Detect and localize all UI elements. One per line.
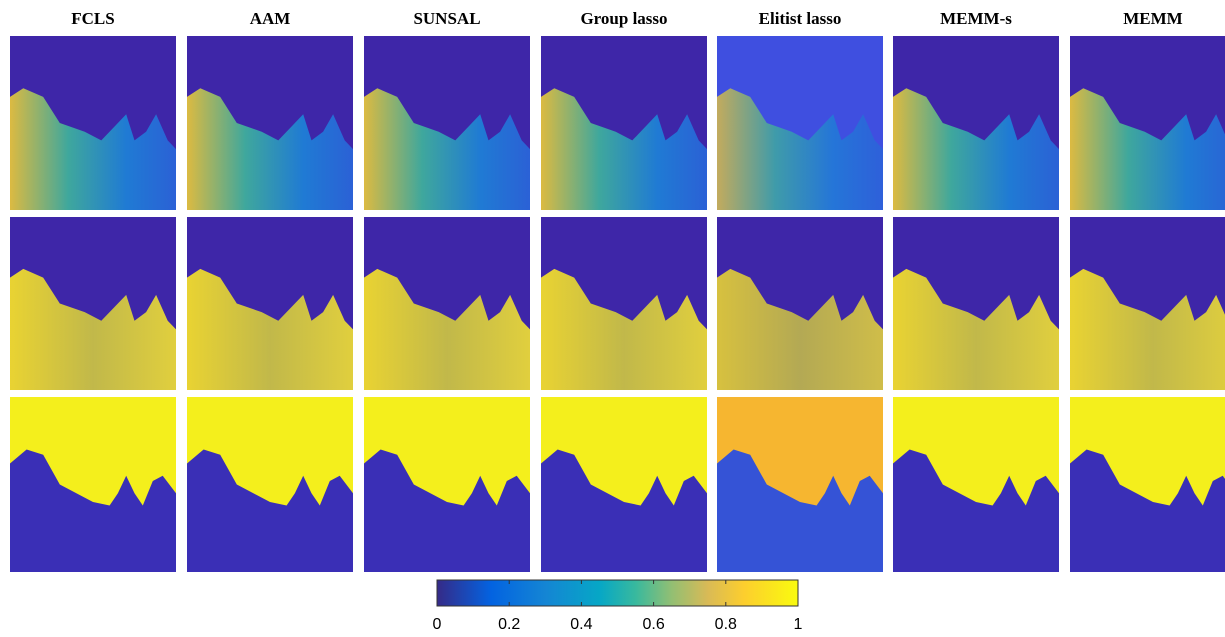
column-title: MEMM	[1123, 9, 1182, 28]
map-region	[893, 449, 1059, 572]
column-title: Group lasso	[580, 9, 667, 28]
column-title: FCLS	[71, 9, 114, 28]
column-title: Elitist lasso	[759, 9, 842, 28]
map-region	[1070, 449, 1225, 572]
colorbar	[436, 579, 799, 607]
map-region	[187, 268, 353, 390]
map-region	[541, 449, 707, 572]
column-title: SUNSAL	[413, 9, 480, 28]
map-region	[717, 449, 883, 572]
map-region	[10, 268, 176, 390]
map-region	[717, 268, 883, 390]
map-region	[187, 88, 353, 210]
colorbar-tick-label: 0	[433, 616, 442, 633]
map-region	[541, 268, 707, 390]
colorbar-tick-label: 0.8	[715, 616, 737, 633]
map-region	[893, 88, 1059, 210]
column-title: MEMM-s	[940, 9, 1012, 28]
column-title: AAM	[250, 9, 291, 28]
colorbar-tick-label: 1	[794, 616, 803, 633]
map-region	[1070, 88, 1225, 210]
map-region	[10, 449, 176, 572]
map-region	[364, 268, 530, 390]
map-region	[364, 88, 530, 210]
colorbar-tick-label: 0.6	[642, 616, 664, 633]
map-region	[893, 268, 1059, 390]
map-region	[1070, 268, 1225, 390]
map-region	[187, 449, 353, 572]
colorbar-tick-label: 0.4	[570, 616, 592, 633]
colorbar-tick-label: 0.2	[498, 616, 520, 633]
map-region	[541, 88, 707, 210]
map-region	[364, 449, 530, 572]
abundance-maps	[10, 36, 1225, 572]
map-region	[10, 88, 176, 210]
map-region	[717, 88, 883, 210]
